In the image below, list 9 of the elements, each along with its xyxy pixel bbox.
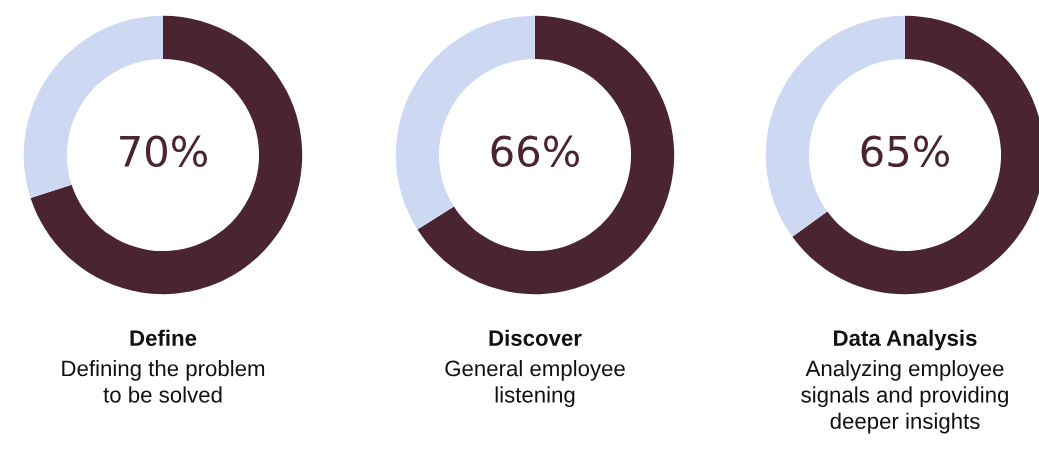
text: Data Analysis bbox=[834, 329, 977, 351]
text: Define bbox=[130, 329, 197, 346]
data-label: 66% bbox=[491, 135, 580, 168]
text: General employee listening bbox=[445, 360, 625, 408]
text: Defining the problem to be solved bbox=[62, 360, 265, 403]
data-label: 65% bbox=[861, 135, 950, 168]
text: Analyzing employee signals and providing deeper insights bbox=[801, 360, 1008, 434]
data-label: 70% bbox=[120, 135, 208, 168]
text: Discover bbox=[489, 329, 582, 346]
